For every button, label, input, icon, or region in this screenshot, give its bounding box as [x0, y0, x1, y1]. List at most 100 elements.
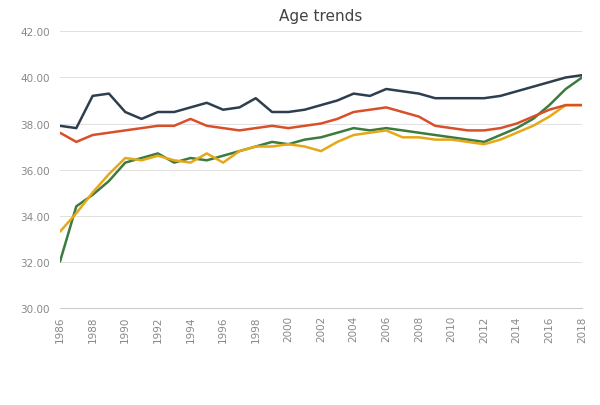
10K: [513, 131, 520, 136]
5K: [578, 76, 586, 81]
10K: [497, 138, 504, 143]
Marathon: [481, 96, 488, 101]
5K: [334, 131, 341, 136]
Marathon: [546, 81, 553, 85]
5K: [285, 143, 292, 147]
Marathon: [170, 110, 178, 115]
10K: [350, 133, 357, 138]
Marathon: [399, 90, 406, 94]
Half marathon: [252, 126, 259, 131]
Marathon: [138, 117, 145, 122]
5K: [220, 154, 227, 159]
Marathon: [106, 92, 113, 97]
Half marathon: [187, 117, 194, 122]
10K: [431, 138, 439, 143]
Marathon: [317, 103, 325, 108]
10K: [578, 103, 586, 108]
Half marathon: [350, 110, 357, 115]
10K: [56, 230, 64, 234]
10K: [252, 145, 259, 149]
Marathon: [154, 110, 161, 115]
5K: [154, 151, 161, 156]
5K: [170, 161, 178, 166]
Half marathon: [448, 126, 455, 131]
10K: [334, 140, 341, 145]
Marathon: [529, 85, 536, 90]
Marathon: [464, 96, 472, 101]
Half marathon: [497, 126, 504, 131]
10K: [187, 161, 194, 166]
5K: [399, 129, 406, 134]
Half marathon: [220, 126, 227, 131]
5K: [187, 156, 194, 161]
Marathon: [578, 74, 586, 79]
10K: [285, 143, 292, 147]
Legend: 5K, 10K, Half marathon, Marathon: 5K, 10K, Half marathon, Marathon: [145, 401, 497, 405]
Half marathon: [431, 124, 439, 129]
10K: [89, 191, 96, 196]
Half marathon: [73, 140, 80, 145]
5K: [562, 87, 569, 92]
10K: [546, 115, 553, 120]
Half marathon: [529, 115, 536, 120]
Half marathon: [170, 124, 178, 129]
Half marathon: [334, 117, 341, 122]
5K: [431, 133, 439, 138]
Half marathon: [106, 131, 113, 136]
Line: 10K: 10K: [60, 106, 582, 232]
5K: [513, 126, 520, 131]
Marathon: [203, 101, 211, 106]
10K: [529, 124, 536, 129]
Line: Marathon: Marathon: [60, 76, 582, 129]
Marathon: [56, 124, 64, 129]
5K: [448, 136, 455, 141]
5K: [268, 140, 275, 145]
Half marathon: [317, 122, 325, 127]
5K: [481, 140, 488, 145]
10K: [220, 161, 227, 166]
Title: Age trends: Age trends: [280, 9, 362, 24]
Line: Half marathon: Half marathon: [60, 106, 582, 143]
5K: [350, 126, 357, 131]
Half marathon: [415, 115, 422, 120]
5K: [464, 138, 472, 143]
Marathon: [334, 99, 341, 104]
Marathon: [497, 94, 504, 99]
5K: [122, 161, 129, 166]
10K: [383, 129, 390, 134]
10K: [203, 151, 211, 156]
10K: [317, 149, 325, 154]
Half marathon: [236, 129, 243, 134]
Half marathon: [464, 129, 472, 134]
10K: [301, 145, 308, 149]
Marathon: [513, 90, 520, 94]
Half marathon: [268, 124, 275, 129]
Half marathon: [481, 129, 488, 134]
10K: [138, 158, 145, 163]
10K: [481, 143, 488, 147]
10K: [268, 145, 275, 149]
5K: [301, 138, 308, 143]
Marathon: [236, 106, 243, 111]
5K: [546, 103, 553, 108]
Half marathon: [546, 108, 553, 113]
10K: [448, 138, 455, 143]
5K: [367, 129, 374, 134]
10K: [399, 136, 406, 141]
Half marathon: [367, 108, 374, 113]
Marathon: [122, 110, 129, 115]
Marathon: [431, 96, 439, 101]
Marathon: [268, 110, 275, 115]
Marathon: [252, 96, 259, 101]
5K: [252, 145, 259, 149]
Half marathon: [399, 110, 406, 115]
5K: [56, 260, 64, 264]
Marathon: [220, 108, 227, 113]
Half marathon: [56, 131, 64, 136]
10K: [73, 211, 80, 216]
Half marathon: [383, 106, 390, 111]
10K: [367, 131, 374, 136]
5K: [138, 156, 145, 161]
Half marathon: [203, 124, 211, 129]
Marathon: [367, 94, 374, 99]
